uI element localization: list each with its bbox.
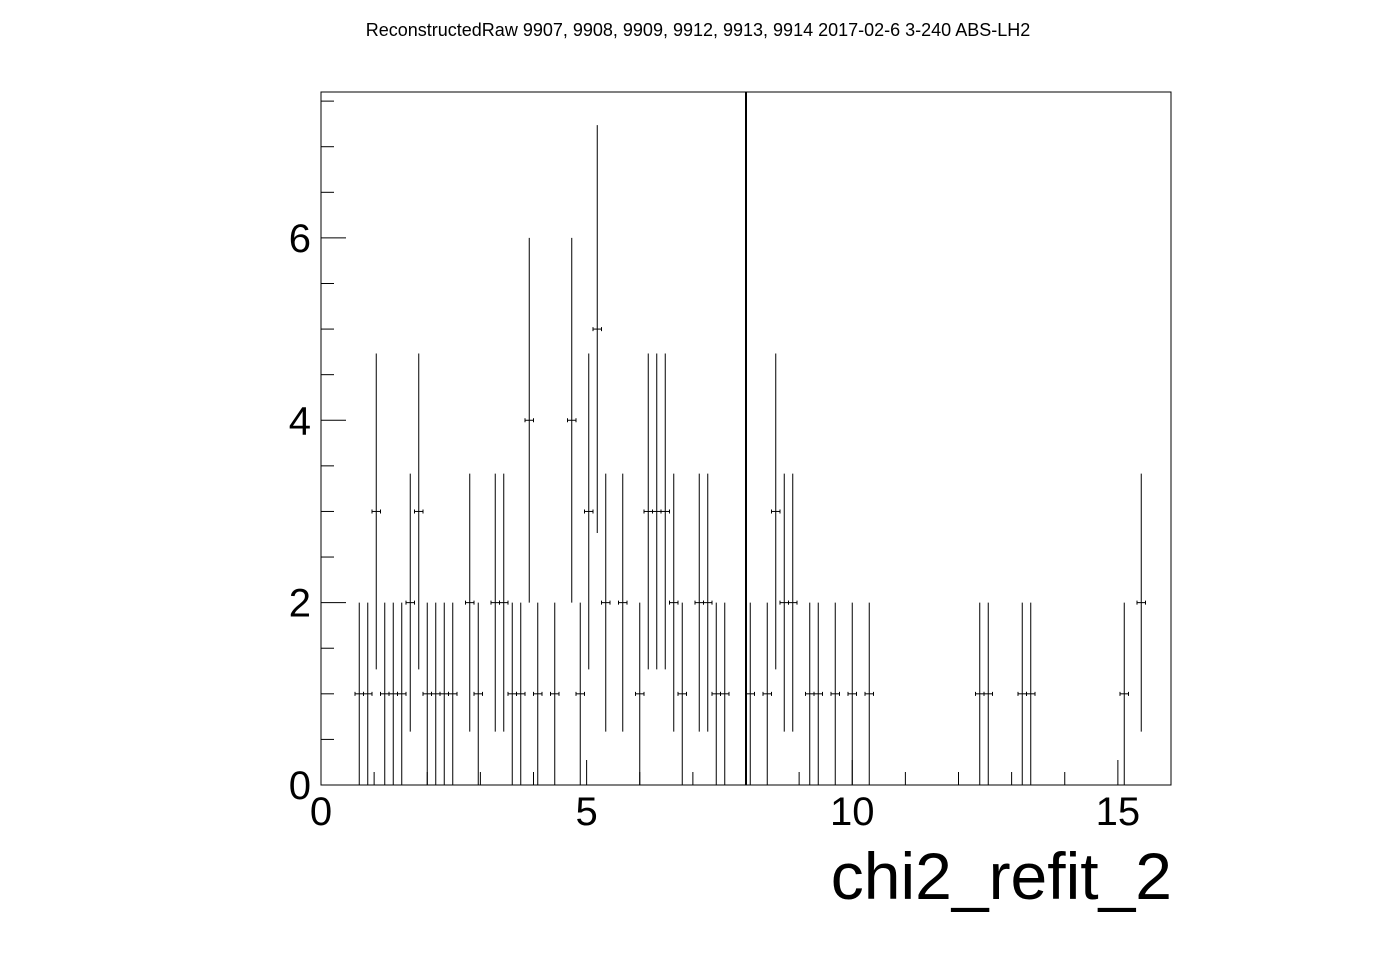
- y-tick-label: 2: [289, 582, 311, 626]
- data-point: [711, 602, 721, 785]
- x-axis-label: chi2_refit_2: [830, 839, 1172, 913]
- data-point: [490, 473, 500, 732]
- data-point: [550, 602, 560, 785]
- data-point: [567, 237, 577, 603]
- y-tick-label: 6: [289, 217, 311, 261]
- data-point: [660, 353, 670, 670]
- data-point: [745, 602, 755, 785]
- x-tick-label: 15: [1096, 790, 1141, 834]
- y-tick-label: 0: [289, 764, 311, 808]
- x-tick-label: 10: [830, 790, 875, 834]
- data-point: [439, 602, 449, 785]
- data-point: [592, 125, 602, 533]
- data-point: [635, 602, 645, 785]
- data-point: [618, 473, 628, 732]
- data-point: [524, 237, 534, 603]
- data-point: [473, 602, 483, 785]
- data-point: [677, 602, 687, 785]
- data-point: [388, 602, 398, 785]
- data-point: [516, 602, 526, 785]
- data-point: [414, 353, 424, 670]
- data-point: [1136, 473, 1146, 732]
- data-point: [1026, 602, 1036, 785]
- data-point: [1119, 602, 1129, 785]
- data-point: [431, 602, 441, 785]
- data-point: [354, 602, 364, 785]
- x-tick-label: 5: [576, 790, 598, 834]
- data-point: [405, 473, 415, 732]
- data-point: [694, 473, 704, 732]
- data-point: [371, 353, 381, 670]
- data-point: [830, 602, 840, 785]
- data-point: [779, 473, 789, 732]
- data-point: [397, 602, 407, 785]
- data-point: [575, 602, 585, 785]
- data-point: [643, 353, 653, 670]
- data-point: [864, 602, 874, 785]
- chart-title: ReconstructedRaw 9907, 9908, 9909, 9912,…: [365, 20, 1031, 40]
- data-point: [363, 602, 373, 785]
- data-point: [507, 602, 517, 785]
- data-point: [422, 602, 432, 785]
- data-point: [805, 602, 815, 785]
- data-point: [380, 602, 390, 785]
- data-point: [448, 602, 458, 785]
- data-point: [652, 353, 662, 670]
- data-point: [847, 602, 857, 785]
- data-point: [601, 473, 611, 732]
- y-tick-label: 4: [289, 399, 311, 443]
- data-point: [703, 473, 713, 732]
- data-point: [499, 473, 509, 732]
- data-point: [1017, 602, 1027, 785]
- data-point: [669, 473, 679, 732]
- data-point: [465, 473, 475, 732]
- x-tick-label: 0: [310, 790, 332, 834]
- data-point: [813, 602, 823, 785]
- data-point: [584, 353, 594, 670]
- data-point: [720, 602, 730, 785]
- data-point: [983, 602, 993, 785]
- data-point: [975, 602, 985, 785]
- data-point: [762, 602, 772, 785]
- data-point: [771, 353, 781, 670]
- data-point: [533, 602, 543, 785]
- data-point: [788, 473, 798, 732]
